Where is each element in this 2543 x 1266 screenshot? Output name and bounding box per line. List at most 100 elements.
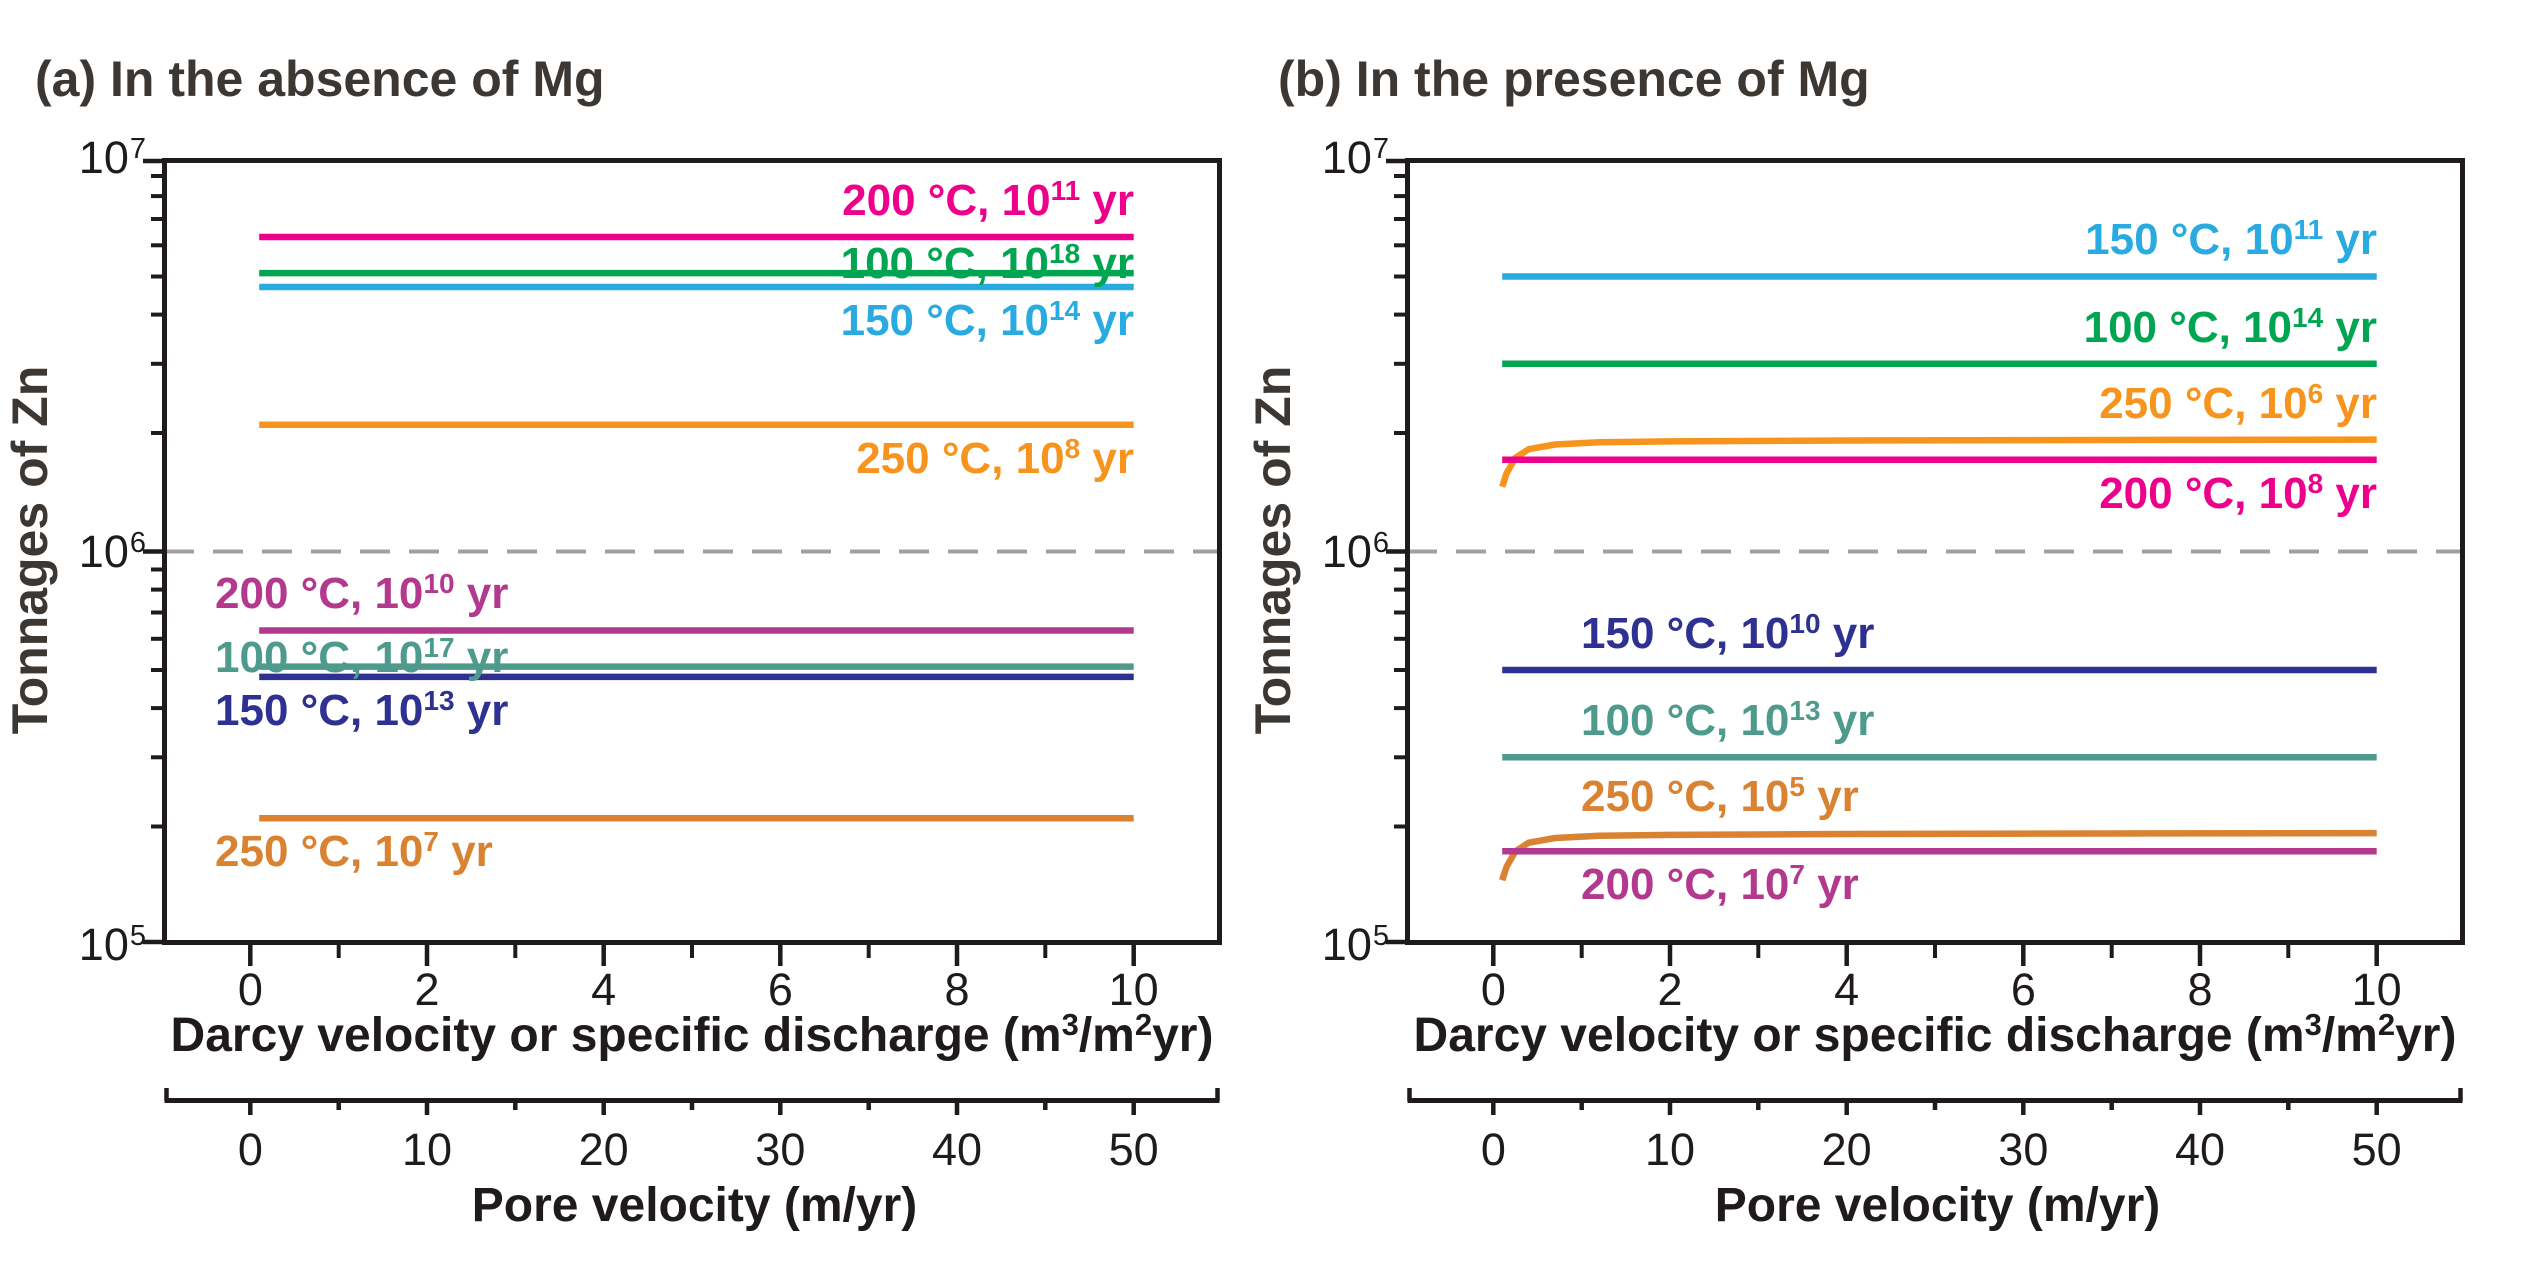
panel-a: Tonnages of Zn Darcy velocity or specifi… <box>2 0 1307 1266</box>
x-tick-label: 0 <box>237 964 263 1015</box>
x-tick-label: 6 <box>767 964 793 1015</box>
series-label: 150 °C, 1013 yr <box>215 685 509 740</box>
x-tick-label: 6 <box>2010 964 2036 1015</box>
series-label: 100 °C, 1017 yr <box>215 632 509 687</box>
y-tick-base: 10 <box>78 525 129 577</box>
series-label-text: 200 °C, 10 <box>1581 860 1790 909</box>
x-axis-title-text: Darcy velocity or specific discharge (m <box>1413 1009 2305 1062</box>
series-label-text: 250 °C, 10 <box>1581 772 1790 821</box>
y-tick-label: 106 <box>32 525 146 582</box>
series-label-unit: yr <box>1080 176 1134 225</box>
plot-area <box>143 158 1222 966</box>
panel-b: Tonnages of Zn Darcy velocity or specifi… <box>1245 0 2543 1266</box>
series-label-exponent: 6 <box>2307 378 2324 409</box>
y-tick-exponent: 5 <box>129 920 146 952</box>
x-tick-label: 2 <box>414 964 440 1015</box>
series-label-unit: yr <box>1804 772 1859 821</box>
series-label-text: 150 °C, 10 <box>2085 215 2294 264</box>
y-tick-base: 10 <box>78 132 129 183</box>
series-label-exponent: 8 <box>1064 433 1081 464</box>
series-label-text: 150 °C, 10 <box>215 686 424 735</box>
series-label: 250 °C, 108 yr <box>856 433 1134 488</box>
y-tick-label: 107 <box>32 132 146 188</box>
x-axis-title-sup2: 2 <box>1134 1007 1153 1042</box>
pore-tick-label: 50 <box>2351 1124 2402 1175</box>
x-tick-label: 2 <box>1657 964 1683 1015</box>
series-label-unit: yr <box>454 633 509 682</box>
series-label-exponent: 11 <box>1050 175 1081 206</box>
series-label: 250 °C, 107 yr <box>215 826 493 881</box>
plot-area <box>1386 158 2465 966</box>
pore-tick-label: 20 <box>1821 1124 1872 1175</box>
series-label-text: 250 °C, 10 <box>2099 379 2308 428</box>
series-label-exponent: 14 <box>1049 295 1081 326</box>
series-label-text: 150 °C, 10 <box>1581 609 1790 658</box>
series-label: 200 °C, 107 yr <box>1581 859 1859 914</box>
series-label-unit: yr <box>1080 239 1134 288</box>
series-label-exponent: 10 <box>1789 608 1821 639</box>
y-tick-exponent: 7 <box>1372 133 1389 165</box>
y-tick-exponent: 6 <box>1372 526 1389 559</box>
y-tick-base: 10 <box>1321 525 1372 577</box>
series-label-text: 200 °C, 10 <box>215 569 424 618</box>
series-label-exponent: 17 <box>423 632 455 663</box>
y-tick-label: 106 <box>1275 525 1389 582</box>
series-label: 200 °C, 1010 yr <box>215 568 508 623</box>
x-tick-label: 4 <box>591 964 617 1015</box>
panel-a-title: (a) In the absence of Mg <box>35 51 605 107</box>
pore-tick-label: 20 <box>578 1124 629 1175</box>
series-label-exponent: 10 <box>423 568 455 599</box>
y-tick-label: 105 <box>32 920 146 975</box>
series-label-unit: yr <box>2323 303 2377 352</box>
series-label-unit: yr <box>1820 696 1875 745</box>
series-label-exponent: 8 <box>2307 468 2324 499</box>
x-axis-title-end: yr) <box>1152 1009 1214 1062</box>
series-label: 150 °C, 1014 yr <box>840 295 1134 350</box>
pore-tick-label: 0 <box>1480 1124 1506 1175</box>
series-label-unit: yr <box>454 686 509 735</box>
series-label: 200 °C, 108 yr <box>2099 468 2377 523</box>
series-label-text: 100 °C, 10 <box>840 239 1050 288</box>
x-tick-label: 0 <box>1480 964 1506 1015</box>
series-label-unit: yr <box>1080 296 1134 345</box>
pore-tick-label: 30 <box>755 1124 806 1175</box>
x-tick-label: 4 <box>1834 964 1860 1015</box>
series-label-text: 100 °C, 10 <box>215 633 424 682</box>
y-tick-base: 10 <box>1321 132 1372 183</box>
x-axis-title-end: yr) <box>2395 1009 2457 1062</box>
x-axis-title-sup3: 3 <box>1061 1007 1079 1042</box>
y-tick-exponent: 6 <box>129 526 146 559</box>
series-label-text: 250 °C, 10 <box>856 434 1065 483</box>
series-label-text: 200 °C, 10 <box>2099 469 2308 518</box>
series-label-text: 100 °C, 10 <box>2083 303 2293 352</box>
series-label-text: 150 °C, 10 <box>840 296 1050 345</box>
x-axis-title: Darcy velocity or specific discharge (m3… <box>1322 1007 2543 1063</box>
series-label-unit: yr <box>438 827 493 876</box>
pore-velocity-axis <box>164 1088 1220 1115</box>
series-label: 100 °C, 1013 yr <box>1581 695 1875 750</box>
y-tick-label: 107 <box>1275 132 1389 188</box>
x-tick-label: 8 <box>2187 964 2213 1015</box>
pore-tick-label: 0 <box>237 1124 263 1175</box>
y-tick-base: 10 <box>1321 919 1372 970</box>
series-label-exponent: 13 <box>1789 695 1821 726</box>
series-label-text: 200 °C, 10 <box>842 176 1051 225</box>
series-label-exponent: 7 <box>423 826 439 857</box>
pore-tick-label: 40 <box>931 1124 983 1175</box>
pore-tick-label: 10 <box>401 1124 453 1175</box>
x-axis-title-mid: /m <box>1078 1009 1135 1062</box>
series-label: 100 °C, 1018 yr <box>840 238 1134 293</box>
series-label: 200 °C, 1011 yr <box>842 175 1134 230</box>
pore-tick-label: 30 <box>1998 1124 2049 1175</box>
x-axis-title-sup2: 2 <box>2377 1007 2396 1042</box>
series-label-unit: yr <box>2323 379 2377 428</box>
series-label-unit: yr <box>2323 215 2377 264</box>
series-label-exponent: 18 <box>1049 238 1081 269</box>
y-tick-label: 105 <box>1275 919 1389 975</box>
pore-tick-label: 40 <box>2174 1124 2226 1175</box>
series-label-unit: yr <box>2323 469 2377 518</box>
pore-tick-label: 10 <box>1644 1124 1696 1175</box>
series-label-exponent: 5 <box>1789 771 1805 802</box>
pore-axis-title: Pore velocity (m/yr) <box>471 1179 918 1232</box>
